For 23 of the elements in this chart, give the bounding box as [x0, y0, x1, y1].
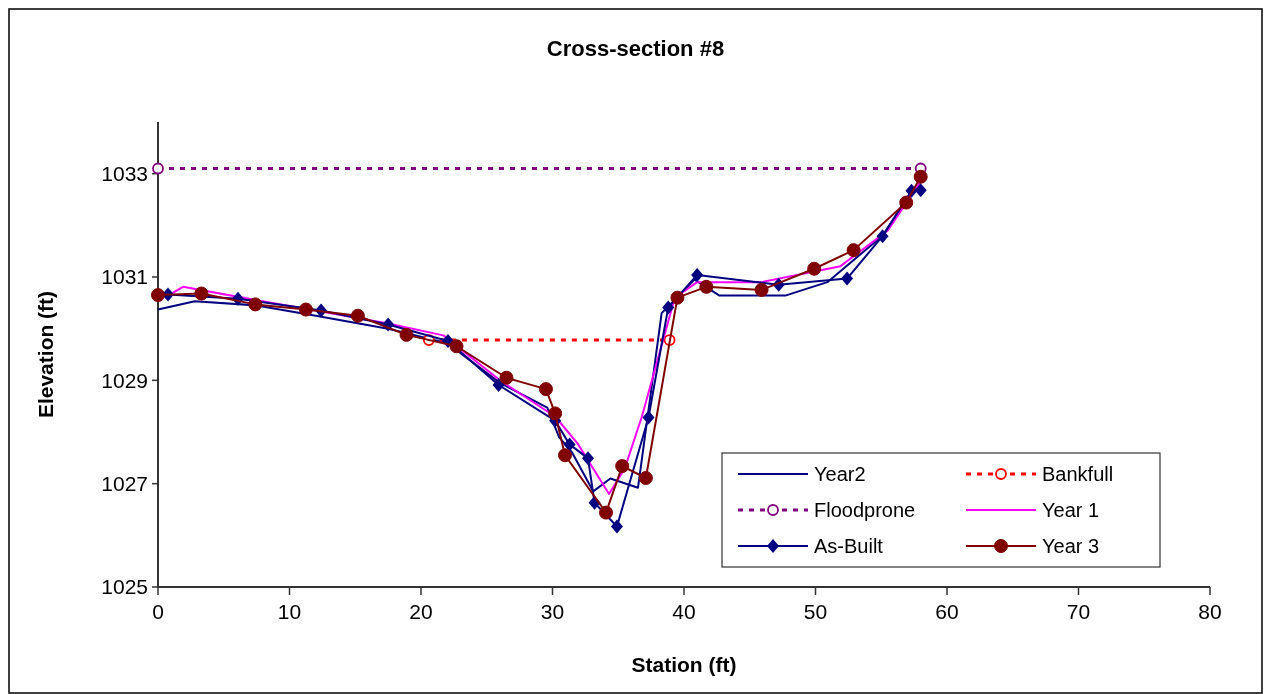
chart-title: Cross-section #8	[546, 36, 725, 61]
y-tick-label: 1029	[101, 368, 148, 392]
y-tick-label: 1033	[101, 162, 148, 186]
y-tick-label: 1027	[101, 472, 148, 496]
legend-label: Bankfull	[1042, 463, 1114, 485]
x-tick-label: 0	[152, 600, 164, 623]
x-tick-label: 80	[1198, 600, 1222, 623]
legend-label: Floodprone	[814, 499, 916, 521]
legend-label: As-Built	[814, 535, 884, 557]
x-tick-label: 20	[409, 600, 433, 623]
y-axis-title: Elevation (ft)	[34, 290, 57, 419]
x-axis-title: Station (ft)	[631, 653, 737, 676]
x-tick-label: 40	[672, 600, 696, 623]
legend-label: Year 3	[1042, 535, 1100, 557]
legend-label: Year2	[814, 463, 866, 485]
legend-label: Year 1	[1042, 499, 1100, 521]
x-tick-label: 70	[1066, 600, 1091, 623]
x-tick-label: 10	[277, 600, 302, 623]
y-tick-label: 1031	[101, 265, 148, 289]
x-tick-label: 60	[935, 600, 959, 623]
x-tick-label: 50	[803, 600, 828, 623]
x-tick-label: 30	[540, 600, 565, 623]
y-tick-label: 1025	[101, 575, 148, 599]
